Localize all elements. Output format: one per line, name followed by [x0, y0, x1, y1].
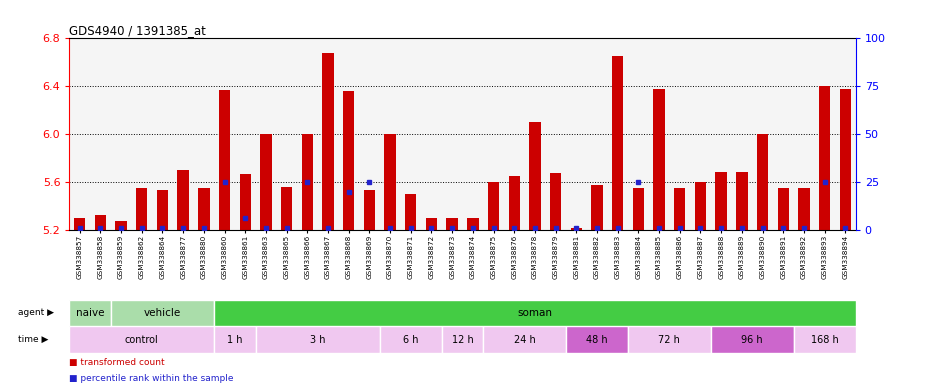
Bar [219, 90, 230, 230]
Bar [198, 189, 210, 230]
Bar [710, 326, 794, 353]
Text: naive: naive [76, 308, 105, 318]
Bar [757, 134, 768, 230]
Bar [69, 326, 215, 353]
Bar [240, 174, 251, 230]
Bar [840, 89, 851, 230]
Bar [69, 300, 111, 326]
Bar [695, 182, 706, 230]
Bar [674, 189, 685, 230]
Text: 12 h: 12 h [451, 335, 474, 345]
Text: 168 h: 168 h [810, 335, 838, 345]
Text: GDS4940 / 1391385_at: GDS4940 / 1391385_at [69, 24, 206, 37]
Bar [529, 122, 540, 230]
Bar [260, 134, 272, 230]
Bar [178, 170, 189, 230]
Bar [715, 172, 727, 230]
Bar [798, 189, 809, 230]
Bar [571, 228, 582, 230]
Text: 72 h: 72 h [659, 335, 681, 345]
Bar [442, 326, 483, 353]
Bar [447, 218, 458, 230]
Bar [405, 194, 416, 230]
Bar [302, 134, 313, 230]
Bar [467, 218, 478, 230]
Bar [157, 190, 168, 230]
Bar [736, 172, 747, 230]
Text: time ▶: time ▶ [18, 335, 49, 344]
Bar [653, 89, 665, 230]
Bar [380, 326, 442, 353]
Text: agent ▶: agent ▶ [18, 308, 55, 318]
Bar [215, 300, 856, 326]
Bar [487, 182, 500, 230]
Bar [819, 86, 831, 230]
Bar [566, 326, 628, 353]
Bar [550, 173, 561, 230]
Bar [628, 326, 710, 353]
Bar [116, 221, 127, 230]
Text: soman: soman [517, 308, 552, 318]
Bar [94, 215, 106, 230]
Bar [778, 189, 789, 230]
Bar [385, 134, 396, 230]
Text: ■ percentile rank within the sample: ■ percentile rank within the sample [69, 374, 234, 383]
Text: 96 h: 96 h [741, 335, 763, 345]
Bar [364, 190, 375, 230]
Bar [591, 185, 603, 230]
Text: 3 h: 3 h [310, 335, 326, 345]
Text: control: control [125, 335, 159, 345]
Bar [281, 187, 292, 230]
Bar [612, 56, 623, 230]
Text: 1 h: 1 h [228, 335, 242, 345]
Bar [633, 189, 644, 230]
Bar [255, 326, 380, 353]
Bar [794, 326, 856, 353]
Text: ■ transformed count: ■ transformed count [69, 358, 165, 367]
Bar [483, 326, 566, 353]
Text: 48 h: 48 h [586, 335, 608, 345]
Bar [426, 218, 438, 230]
Bar [509, 176, 520, 230]
Bar [111, 300, 215, 326]
Bar [215, 326, 255, 353]
Text: 6 h: 6 h [403, 335, 418, 345]
Bar [343, 91, 354, 230]
Text: vehicle: vehicle [144, 308, 181, 318]
Bar [322, 53, 334, 230]
Bar [136, 189, 147, 230]
Text: 24 h: 24 h [513, 335, 536, 345]
Bar [74, 218, 85, 230]
